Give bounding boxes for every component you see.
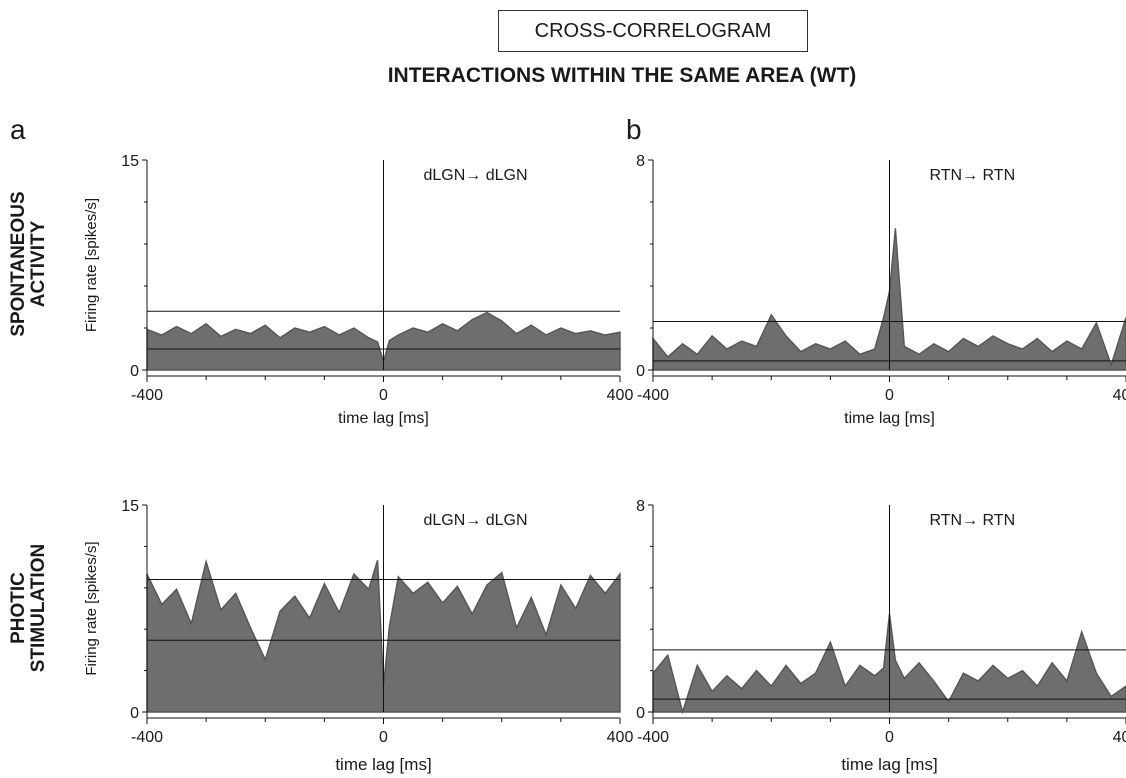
y-tick-label: 0 xyxy=(130,705,139,722)
x-tick-label: -400 xyxy=(637,387,669,404)
x-tick-label: 0 xyxy=(379,387,388,404)
figure-title: CROSS-CORRELOGRAM xyxy=(534,19,772,42)
y-tick-label: 0 xyxy=(130,363,139,380)
y-axis-label: Firing rate [spikes/s] xyxy=(83,541,100,675)
panel-letter-b: b xyxy=(626,114,642,145)
x-axis-label: time lag [ms] xyxy=(844,410,935,427)
y-tick-label: 15 xyxy=(121,153,139,170)
x-axis-label: time lag [ms] xyxy=(335,755,431,774)
figure-subtitle: INTERACTIONS WITHIN THE SAME AREA (WT) xyxy=(387,64,857,87)
chart-panel-2: 0 8 -400 0 400 time lag [ms] RTN→ RTN xyxy=(636,153,1126,427)
chart-panel-1: 0 15 -400 0 400 time lag [ms] Firing rate [spi… xyxy=(83,153,633,427)
panel-letter-a: a xyxy=(10,114,26,145)
y-tick-label: 8 xyxy=(636,153,645,170)
x-tick-label: 0 xyxy=(885,387,894,404)
x-axis-label: time lag [ms] xyxy=(841,755,937,774)
area-series xyxy=(146,558,621,713)
area-series xyxy=(146,311,621,371)
connection-annotation: dLGN→ dLGN xyxy=(424,167,528,184)
x-axis-label: time lag [ms] xyxy=(338,410,429,427)
connection-annotation: RTN→ RTN xyxy=(930,512,1016,529)
figure-title-box: CROSS-CORRELOGRAM xyxy=(498,10,808,52)
x-tick-label: 0 xyxy=(885,729,894,746)
connection-annotation: RTN→ RTN xyxy=(930,167,1016,184)
y-tick-label: 8 xyxy=(636,498,645,515)
x-tick-label: 400 xyxy=(1113,729,1126,746)
y-tick-label: 0 xyxy=(636,705,645,722)
y-axis-label: Firing rate [spikes/s] xyxy=(83,198,100,332)
x-tick-label: 400 xyxy=(607,387,634,404)
x-tick-label: -400 xyxy=(131,387,163,404)
x-tick-label: -400 xyxy=(637,729,669,746)
y-tick-label: 15 xyxy=(121,498,139,515)
x-tick-label: 400 xyxy=(607,729,634,746)
chart-panel-3: 0 15 -400 0 400 time lag [ms] Firing rate [spi… xyxy=(83,498,633,774)
x-tick-label: -400 xyxy=(131,729,163,746)
x-tick-label: 0 xyxy=(379,729,388,746)
chart-panel-4: 0 8 -400 0 400 time lag [ms] RTN→ RTN xyxy=(636,498,1126,774)
y-tick-label: 0 xyxy=(636,363,645,380)
x-tick-label: 400 xyxy=(1113,387,1126,404)
connection-annotation: dLGN→ dLGN xyxy=(424,512,528,529)
